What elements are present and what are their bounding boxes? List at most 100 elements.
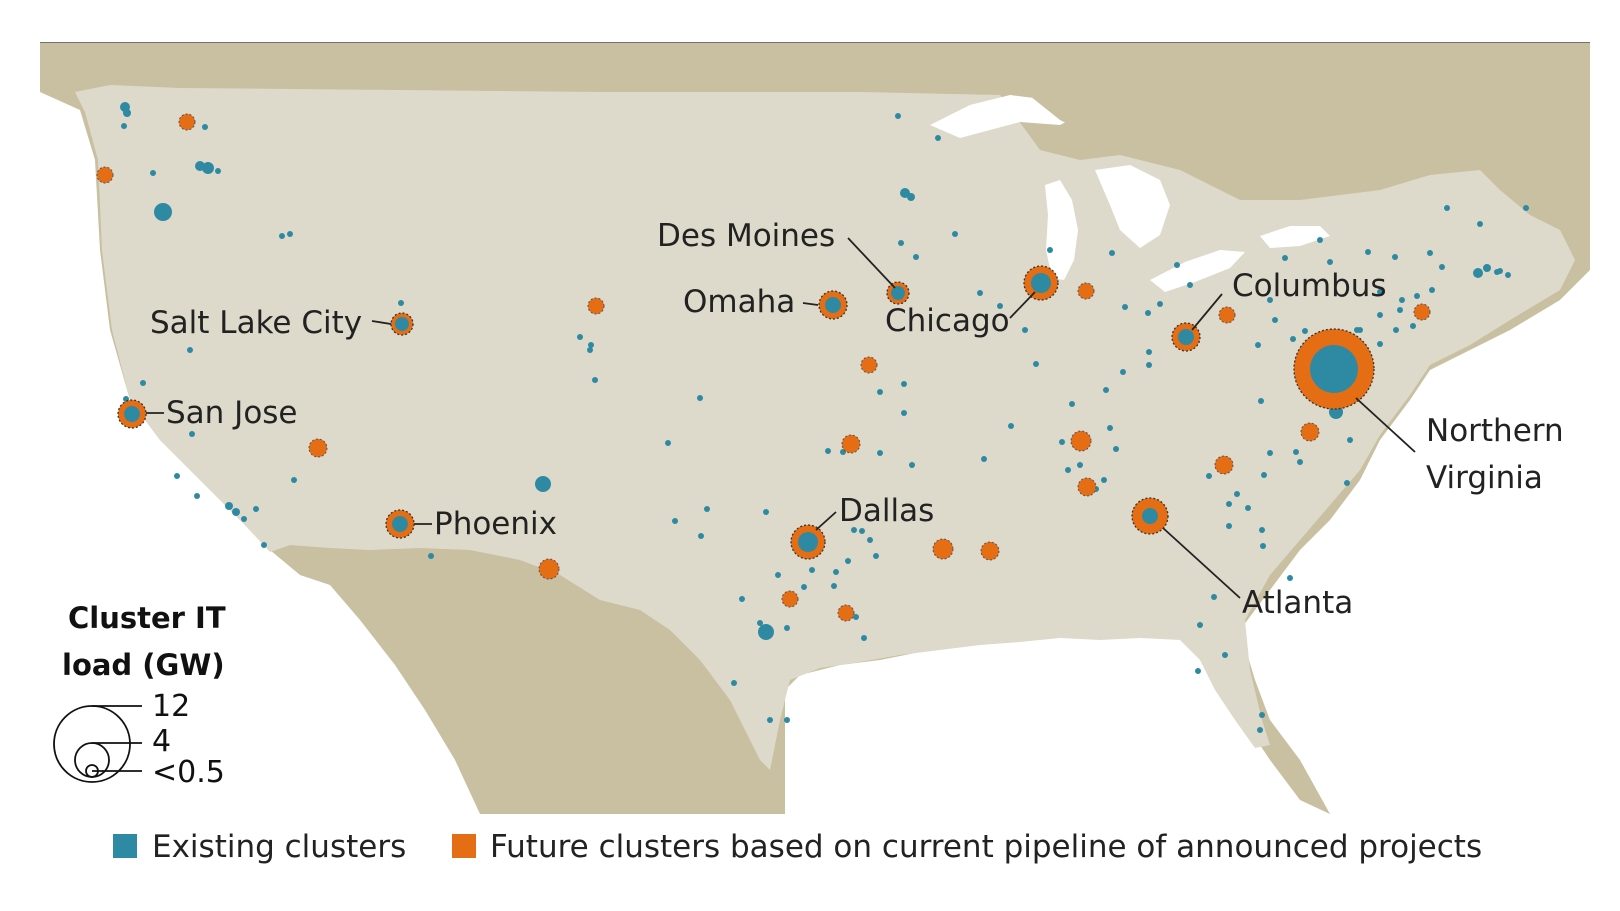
existing-cluster-dot [121,123,127,129]
omaha-label: Omaha [683,284,795,320]
future-cluster-dot [178,113,196,131]
existing-cluster-dot [1206,473,1212,479]
existing-cluster-dot [202,162,214,174]
cluster-chicago[interactable]: Chicago [885,265,1059,339]
existing-cluster-dot [981,456,987,462]
cluster-atlanta[interactable]: Atlanta [1131,497,1353,621]
existing-cluster-dot [1146,362,1152,368]
existing-cluster-dot [1065,467,1071,473]
existing-cluster-dot [1103,387,1109,393]
northern-virginia-leader [1355,397,1416,453]
existing-cluster-dot [1473,268,1483,278]
canada-land [40,42,1590,220]
cluster-san-jose[interactable]: San Jose [117,395,298,431]
existing-cluster-dot [1317,237,1323,243]
future-cluster-dot [587,297,605,315]
existing-cluster-dot [1222,652,1228,658]
size-legend-title-line2: load (GW) [62,648,225,682]
existing-cluster-dot [784,717,790,723]
des-moines-label: Des Moines [657,218,835,254]
cluster-salt-lake-city[interactable]: Salt Lake City [150,305,414,341]
existing-cluster-dot [1344,480,1350,486]
legend-swatch-future [452,834,476,858]
existing-cluster-dot [767,717,773,723]
existing-cluster-dot [1101,477,1107,483]
existing-cluster-dot [194,493,200,499]
existing-cluster-dot [1109,250,1115,256]
des-moines-leader [847,237,896,289]
omaha-leader [802,302,819,306]
existing-cluster-dot [859,528,865,534]
cluster-phoenix[interactable]: Phoenix [385,506,557,542]
columbus-existing-dot [1178,329,1194,345]
cluster-columbus[interactable]: Columbus [1171,268,1387,352]
future-cluster-dot [538,558,560,580]
existing-cluster-dot [1197,622,1203,628]
existing-cluster-dot [997,303,1003,309]
future-cluster-dot [1300,422,1320,442]
existing-cluster-dot [1494,269,1500,275]
future-cluster-dot [1077,282,1095,300]
existing-cluster-dot [731,680,737,686]
existing-cluster-dot [1297,459,1303,465]
existing-cluster-dot [1195,668,1201,674]
existing-cluster-dot [901,381,907,387]
existing-cluster-dot [1327,259,1333,265]
existing-cluster-dot [1397,307,1403,313]
future-cluster-dot [1214,455,1234,475]
existing-cluster-dot [1505,272,1511,278]
cluster-northern-virginia[interactable]: Northern Virginia [1293,328,1564,496]
future-cluster-dot [841,434,861,454]
existing-cluster-dot [809,567,815,573]
cluster-des-moines[interactable]: Des Moines [657,218,910,305]
existing-cluster-dot [1174,262,1180,268]
existing-cluster-dot [977,290,983,296]
existing-cluster-dot [1290,336,1296,342]
existing-cluster-dot [1259,527,1265,533]
existing-cluster-dot [1377,312,1383,318]
pacific-ocean [40,92,480,814]
legend-label-future: Future clusters based on current pipelin… [490,829,1482,865]
existing-cluster-dot [140,380,146,386]
legend-label-existing: Existing clusters [152,829,406,865]
existing-cluster-dot [261,542,267,548]
existing-cluster-dot [1008,423,1014,429]
future-cluster-dot [980,541,1000,561]
existing-cluster-dot [1302,328,1308,334]
existing-cluster-dot [801,584,807,590]
existing-cluster-dot [1410,323,1416,329]
existing-cluster-dot [1211,594,1217,600]
labeled-clusters: Des Moines Omaha Chicago Columbus [117,218,1564,621]
future-cluster-dot [1070,430,1092,452]
salt-lake-city-existing-dot [395,317,409,331]
existing-cluster-dot [845,558,851,564]
existing-cluster-dot [739,596,745,602]
existing-cluster-dot [592,377,598,383]
future-cluster-dot [1077,477,1097,497]
existing-cluster-dot [1069,401,1075,407]
existing-cluster-dot [913,254,919,260]
cluster-omaha[interactable]: Omaha [683,284,848,320]
lake-huron [1095,165,1170,248]
omaha-existing-dot [825,297,841,313]
existing-cluster-dot [851,527,857,533]
salt-lake-city-leader [371,320,392,325]
des-moines-existing-dot [891,286,905,300]
existing-cluster-dot [1059,439,1065,445]
existing-cluster-dot [775,572,781,578]
san-jose-existing-dot [124,406,140,422]
existing-cluster-dot [1122,304,1128,310]
existing-cluster-dot [232,508,240,516]
future-cluster-dot [1218,306,1236,324]
existing-cluster-dot [1261,472,1267,478]
salt-lake-city-label: Salt Lake City [150,305,362,341]
phoenix-existing-dot [392,516,408,532]
future-cluster-dot [308,438,328,458]
existing-cluster-dot [1033,361,1039,367]
existing-cluster-dot [898,240,904,246]
future-cluster-dot [837,604,855,622]
color-legend: Existing clusters Future clusters based … [113,829,1482,865]
cluster-dallas[interactable]: Dallas [790,493,934,560]
existing-cluster-dot [672,518,678,524]
existing-cluster-dot [535,476,551,492]
